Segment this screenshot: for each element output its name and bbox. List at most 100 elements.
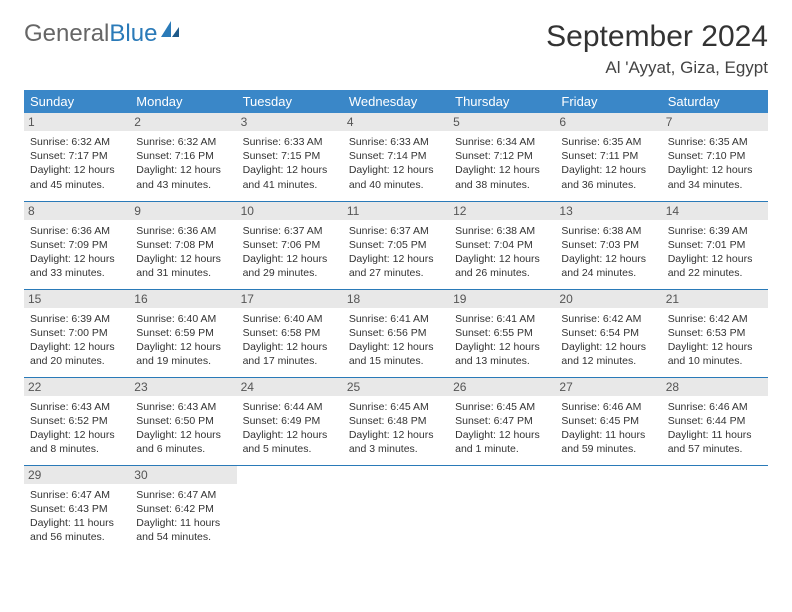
day-number: 20 <box>555 290 661 308</box>
header: GeneralBlue September 2024 Al 'Ayyat, Gi… <box>24 20 768 78</box>
day-info: Sunrise: 6:43 AMSunset: 6:52 PMDaylight:… <box>30 400 124 457</box>
calendar-day-cell: 23Sunrise: 6:43 AMSunset: 6:50 PMDayligh… <box>130 377 236 465</box>
sunset-text: Sunset: 6:47 PM <box>455 414 549 428</box>
calendar-day-cell: 17 Sunrise: 6:40 AMSunset: 6:58 PMDayligh… <box>237 289 343 377</box>
sunrise-text: Sunrise: 6:33 AM <box>243 135 337 149</box>
sunrise-text: Sunrise: 6:35 AM <box>668 135 762 149</box>
weekday-header: Friday <box>555 90 661 113</box>
day-number: 29 <box>24 466 130 484</box>
day-info: Sunrise: 6:32 AMSunset: 7:17 PMDaylight:… <box>30 135 124 192</box>
day-number: 8 <box>24 202 130 220</box>
day-info: Sunrise: 6:40 AMSunset: 6:59 PMDaylight:… <box>136 312 230 369</box>
day-info: Sunrise: 6:37 AMSunset: 7:05 PMDaylight:… <box>349 224 443 281</box>
sunset-text: Sunset: 7:05 PM <box>349 238 443 252</box>
day-info: Sunrise: 6:40 AMSunset: 6:58 PMDaylight:… <box>243 312 337 369</box>
sunset-text: Sunset: 7:16 PM <box>136 149 230 163</box>
sunset-text: Sunset: 6:43 PM <box>30 502 124 516</box>
calendar-day-cell <box>237 465 343 553</box>
daylight-text: Daylight: 12 hours and 1 minute. <box>455 428 549 456</box>
calendar-week-row: 22Sunrise: 6:43 AMSunset: 6:52 PMDayligh… <box>24 377 768 465</box>
calendar-day-cell: 29 Sunrise: 6:47 AMSunset: 6:43 PMDayligh… <box>24 465 130 553</box>
day-info: Sunrise: 6:33 AMSunset: 7:15 PMDaylight:… <box>243 135 337 192</box>
day-number: 9 <box>130 202 236 220</box>
calendar-table: Sunday Monday Tuesday Wednesday Thursday… <box>24 90 768 553</box>
day-info: Sunrise: 6:36 AMSunset: 7:09 PMDaylight:… <box>30 224 124 281</box>
daylight-text: Daylight: 11 hours and 59 minutes. <box>561 428 655 456</box>
day-number: 17 <box>237 290 343 308</box>
daylight-text: Daylight: 12 hours and 29 minutes. <box>243 252 337 280</box>
weekday-header: Sunday <box>24 90 130 113</box>
sunset-text: Sunset: 6:50 PM <box>136 414 230 428</box>
calendar-week-row: 1 Sunrise: 6:32 AMSunset: 7:17 PMDaylight… <box>24 113 768 201</box>
day-info: Sunrise: 6:45 AMSunset: 6:47 PMDaylight:… <box>455 400 549 457</box>
sunset-text: Sunset: 7:06 PM <box>243 238 337 252</box>
sunset-text: Sunset: 6:48 PM <box>349 414 443 428</box>
sunset-text: Sunset: 7:11 PM <box>561 149 655 163</box>
calendar-day-cell: 14Sunrise: 6:39 AMSunset: 7:01 PMDayligh… <box>662 201 768 289</box>
sunrise-text: Sunrise: 6:36 AM <box>30 224 124 238</box>
sunset-text: Sunset: 6:45 PM <box>561 414 655 428</box>
sunset-text: Sunset: 7:01 PM <box>668 238 762 252</box>
sunset-text: Sunset: 7:04 PM <box>455 238 549 252</box>
calendar-week-row: 15Sunrise: 6:39 AMSunset: 7:00 PMDayligh… <box>24 289 768 377</box>
sunrise-text: Sunrise: 6:38 AM <box>455 224 549 238</box>
weekday-header: Saturday <box>662 90 768 113</box>
sunset-text: Sunset: 7:14 PM <box>349 149 443 163</box>
daylight-text: Daylight: 12 hours and 15 minutes. <box>349 340 443 368</box>
sunrise-text: Sunrise: 6:42 AM <box>561 312 655 326</box>
logo-text-blue: Blue <box>109 20 157 48</box>
day-number: 6 <box>555 113 661 131</box>
daylight-text: Daylight: 12 hours and 36 minutes. <box>561 163 655 191</box>
sunset-text: Sunset: 7:00 PM <box>30 326 124 340</box>
daylight-text: Daylight: 12 hours and 33 minutes. <box>30 252 124 280</box>
sunrise-text: Sunrise: 6:46 AM <box>668 400 762 414</box>
sunset-text: Sunset: 6:56 PM <box>349 326 443 340</box>
calendar-day-cell <box>449 465 555 553</box>
day-number: 14 <box>662 202 768 220</box>
calendar-day-cell: 26 Sunrise: 6:45 AMSunset: 6:47 PMDayligh… <box>449 377 555 465</box>
calendar-day-cell: 1 Sunrise: 6:32 AMSunset: 7:17 PMDaylight… <box>24 113 130 201</box>
calendar-day-cell: 27 Sunrise: 6:46 AMSunset: 6:45 PMDayligh… <box>555 377 661 465</box>
daylight-text: Daylight: 12 hours and 8 minutes. <box>30 428 124 456</box>
daylight-text: Daylight: 12 hours and 22 minutes. <box>668 252 762 280</box>
day-number: 13 <box>555 202 661 220</box>
day-info: Sunrise: 6:35 AMSunset: 7:10 PMDaylight:… <box>668 135 762 192</box>
day-number: 16 <box>130 290 236 308</box>
day-number: 26 <box>449 378 555 396</box>
sunset-text: Sunset: 6:49 PM <box>243 414 337 428</box>
calendar-day-cell: 15Sunrise: 6:39 AMSunset: 7:00 PMDayligh… <box>24 289 130 377</box>
calendar-day-cell: 16 Sunrise: 6:40 AMSunset: 6:59 PMDayligh… <box>130 289 236 377</box>
sunrise-text: Sunrise: 6:37 AM <box>349 224 443 238</box>
daylight-text: Daylight: 12 hours and 41 minutes. <box>243 163 337 191</box>
day-number: 3 <box>237 113 343 131</box>
calendar-day-cell: 2Sunrise: 6:32 AMSunset: 7:16 PMDaylight… <box>130 113 236 201</box>
weekday-header: Monday <box>130 90 236 113</box>
sunset-text: Sunset: 6:59 PM <box>136 326 230 340</box>
day-info: Sunrise: 6:46 AMSunset: 6:44 PMDaylight:… <box>668 400 762 457</box>
daylight-text: Daylight: 12 hours and 13 minutes. <box>455 340 549 368</box>
title-block: September 2024 Al 'Ayyat, Giza, Egypt <box>546 20 768 78</box>
day-info: Sunrise: 6:47 AMSunset: 6:43 PMDaylight:… <box>30 488 124 545</box>
weekday-header: Tuesday <box>237 90 343 113</box>
sunrise-text: Sunrise: 6:45 AM <box>455 400 549 414</box>
calendar-day-cell: 20Sunrise: 6:42 AMSunset: 6:54 PMDayligh… <box>555 289 661 377</box>
sunrise-text: Sunrise: 6:33 AM <box>349 135 443 149</box>
day-info: Sunrise: 6:46 AMSunset: 6:45 PMDaylight:… <box>561 400 655 457</box>
day-info: Sunrise: 6:47 AMSunset: 6:42 PMDaylight:… <box>136 488 230 545</box>
day-number: 1 <box>24 113 130 131</box>
sunset-text: Sunset: 6:53 PM <box>668 326 762 340</box>
day-number: 10 <box>237 202 343 220</box>
daylight-text: Daylight: 12 hours and 17 minutes. <box>243 340 337 368</box>
sunset-text: Sunset: 7:08 PM <box>136 238 230 252</box>
day-info: Sunrise: 6:35 AMSunset: 7:11 PMDaylight:… <box>561 135 655 192</box>
daylight-text: Daylight: 11 hours and 54 minutes. <box>136 516 230 544</box>
day-number: 27 <box>555 378 661 396</box>
sunset-text: Sunset: 6:52 PM <box>30 414 124 428</box>
calendar-day-cell: 24Sunrise: 6:44 AMSunset: 6:49 PMDayligh… <box>237 377 343 465</box>
day-number: 5 <box>449 113 555 131</box>
calendar-day-cell: 4Sunrise: 6:33 AMSunset: 7:14 PMDaylight… <box>343 113 449 201</box>
day-number: 18 <box>343 290 449 308</box>
day-number: 11 <box>343 202 449 220</box>
daylight-text: Daylight: 12 hours and 38 minutes. <box>455 163 549 191</box>
sunrise-text: Sunrise: 6:40 AM <box>243 312 337 326</box>
